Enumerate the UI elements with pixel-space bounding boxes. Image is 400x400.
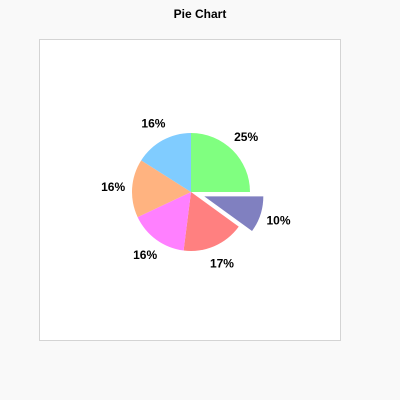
- pie-slice-5: [132, 160, 191, 218]
- plot-area: 25% 10% 17% 16% 16% 16%: [39, 39, 341, 341]
- pie-slice-2: [204, 196, 264, 232]
- pie-slice-label-5: 16%: [101, 180, 125, 194]
- pie-slice-6: [141, 133, 191, 192]
- pie-slice-3: [183, 192, 239, 252]
- chart-title: Pie Chart: [173, 7, 227, 21]
- pie-slice-label-3: 17%: [210, 257, 234, 271]
- pie-slice-4: [137, 192, 191, 251]
- pie-chart: 25% 10% 17% 16% 16% 16%: [101, 117, 291, 271]
- pie-slice-label-2: 10%: [266, 213, 290, 227]
- pie-slice-label-4: 16%: [133, 248, 157, 262]
- pie-slice-label-6: 16%: [141, 117, 165, 131]
- pie-slice-1: [191, 133, 250, 192]
- pie-slice-label-1: 25%: [234, 130, 258, 144]
